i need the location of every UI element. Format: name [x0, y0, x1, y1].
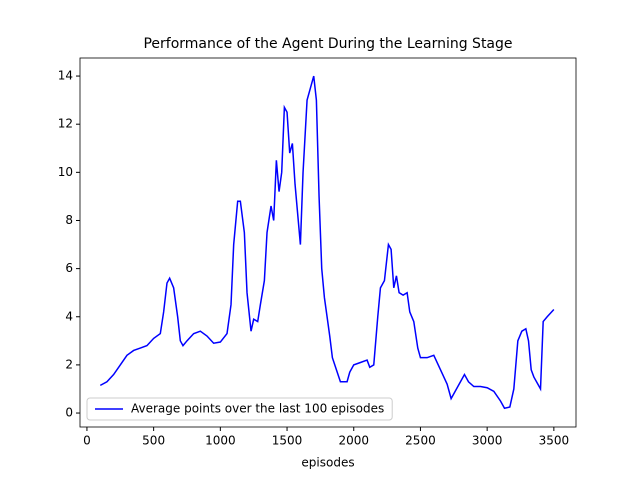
legend: Average points over the last 100 episode… — [86, 397, 393, 421]
x-tick-label: 2500 — [405, 434, 436, 448]
chart-title: Performance of the Agent During the Lear… — [143, 36, 512, 52]
line-series — [99, 75, 555, 410]
x-axis-label: episodes — [301, 456, 354, 470]
legend-box — [86, 397, 393, 421]
y-tick-label: 2 — [65, 357, 73, 371]
plot-frame — [79, 57, 577, 428]
y-tick-label: 14 — [58, 69, 73, 83]
y-tick-label: 8 — [65, 213, 73, 227]
x-tick-label: 1000 — [205, 434, 236, 448]
x-tick-label: 3500 — [539, 434, 570, 448]
y-tick-label: 10 — [58, 165, 73, 179]
legend-label: Average points over the last 100 episode… — [131, 402, 384, 416]
y-tick-label: 4 — [65, 309, 73, 323]
y-tick-label: 12 — [58, 117, 73, 131]
x-tick-label: 1500 — [272, 434, 303, 448]
y-tick-label: 0 — [65, 406, 73, 420]
x-tick-label: 0 — [83, 434, 91, 448]
x-tick-label: 500 — [142, 434, 165, 448]
x-tick-label: 3000 — [472, 434, 503, 448]
y-tick-label: 6 — [65, 261, 73, 275]
x-tick-label: 2000 — [338, 434, 369, 448]
